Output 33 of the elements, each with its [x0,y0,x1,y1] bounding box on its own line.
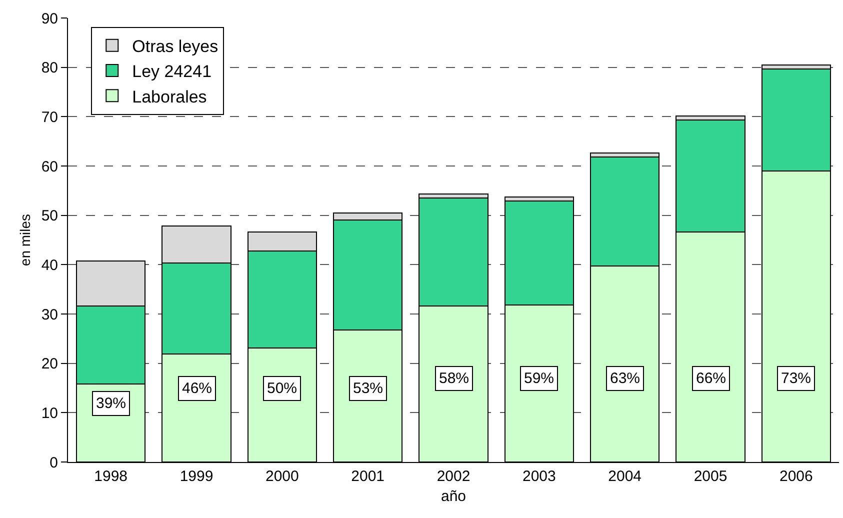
annotation: 63% [610,370,640,387]
annotation: 53% [353,380,384,397]
x-tick-label: 2006 [779,468,813,485]
annotation: 59% [524,370,554,387]
x-tick-label: 2000 [265,468,299,485]
y-tick-label: 40 [41,256,58,274]
legend-label: Laborales [132,87,207,106]
legend-label: Ley 24241 [132,62,212,82]
x-tick-label: 1998 [94,468,128,485]
y-tick-label: 50 [41,208,58,225]
y-tick-label: 60 [41,158,58,176]
annotation: 73% [781,370,812,387]
y-tick-label: 70 [41,108,58,126]
y-axis-title: en miles [17,214,33,266]
annotation: 46% [182,380,212,397]
y-tick-label: 20 [41,356,58,373]
y-tick-label: 80 [41,60,58,77]
annotation: 39% [96,395,126,412]
annotation: 58% [439,370,470,387]
y-tick-label: 0 [50,454,58,472]
annotation: 50% [267,380,298,397]
x-tick-label: 2003 [522,468,556,485]
x-tick-label: 2005 [694,468,728,485]
x-tick-label: 2004 [608,468,642,485]
annotation: 66% [696,370,726,387]
y-tick-label: 10 [41,404,58,422]
legend-label: Otras leyes [132,37,218,56]
x-tick-label: 2001 [351,468,385,485]
x-tick-label: 1999 [180,468,214,485]
x-axis-title: año [440,488,466,505]
y-tick-label: 90 [41,10,58,28]
y-tick-label: 30 [41,306,58,324]
x-tick-label: 2002 [436,468,470,485]
